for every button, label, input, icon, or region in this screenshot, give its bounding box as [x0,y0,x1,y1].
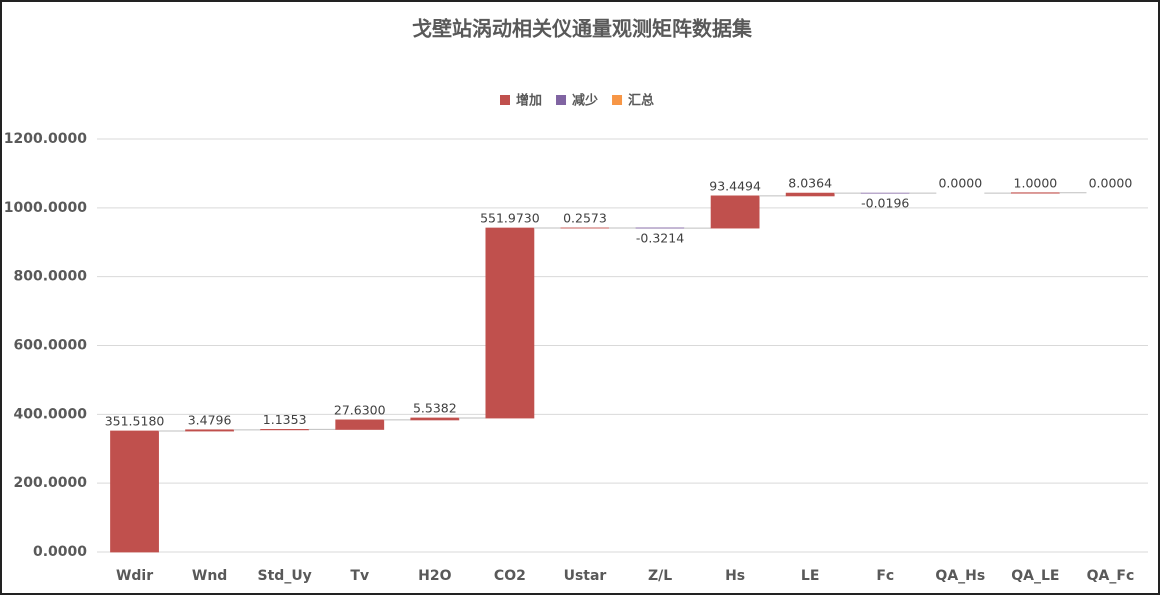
chart-title: 戈壁站涡动相关仪通量观测矩阵数据集 [412,17,753,41]
legend-swatch [612,95,623,105]
y-tick-label: 1000.0000 [4,200,88,216]
x-tick-label: QA_Fc [1087,568,1135,584]
y-tick-label: 600.0000 [13,338,87,354]
bar [485,227,535,419]
y-tick-label: 0.0000 [33,544,87,560]
legend-label: 汇总 [628,93,654,109]
bar [335,419,385,430]
value-label: 3.4796 [188,412,232,427]
x-tick-label: LE [801,568,819,584]
bar [110,430,159,553]
y-tick-label: 200.0000 [13,475,87,491]
x-tick-label: Tv [350,568,369,584]
legend-swatch [500,95,510,105]
x-tick-label: CO2 [494,568,526,584]
bar [785,192,835,197]
legend-swatch [556,95,567,105]
value-label: 551.9730 [480,211,540,226]
value-label: 0.0000 [1089,175,1133,190]
y-tick-label: 1200.0000 [4,131,88,147]
value-label: 27.6300 [334,402,386,417]
x-tick-label: Hs [725,568,745,584]
x-tick-label: H2O [418,568,451,584]
y-tick-label: 800.0000 [13,269,87,285]
value-label: 93.4494 [709,178,761,193]
legend-label: 减少 [572,93,598,109]
value-label: -0.0196 [861,196,909,211]
value-label: 8.0364 [788,176,832,191]
value-label: 5.5382 [413,401,457,416]
x-tick-label: QA_LE [1011,568,1059,584]
x-tick-label: Wdir [116,568,153,584]
bar [185,429,235,432]
x-tick-label: Wnd [192,568,227,584]
value-label: -0.3214 [636,231,684,246]
bar [410,417,460,421]
value-label: 0.0000 [938,176,982,191]
x-tick-label: Z/L [648,568,672,584]
value-label: 1.1353 [263,412,307,427]
x-tick-label: QA_Hs [935,568,985,584]
value-label: 1.0000 [1014,175,1058,190]
x-tick-label: Std_Uy [258,568,312,584]
value-label: 351.5180 [105,414,165,429]
y-tick-label: 400.0000 [13,406,87,422]
bar [710,195,760,229]
value-label: 0.2573 [563,210,607,225]
x-tick-label: Fc [876,568,894,584]
x-tick-label: Ustar [564,568,607,584]
legend-label: 增加 [516,93,542,109]
